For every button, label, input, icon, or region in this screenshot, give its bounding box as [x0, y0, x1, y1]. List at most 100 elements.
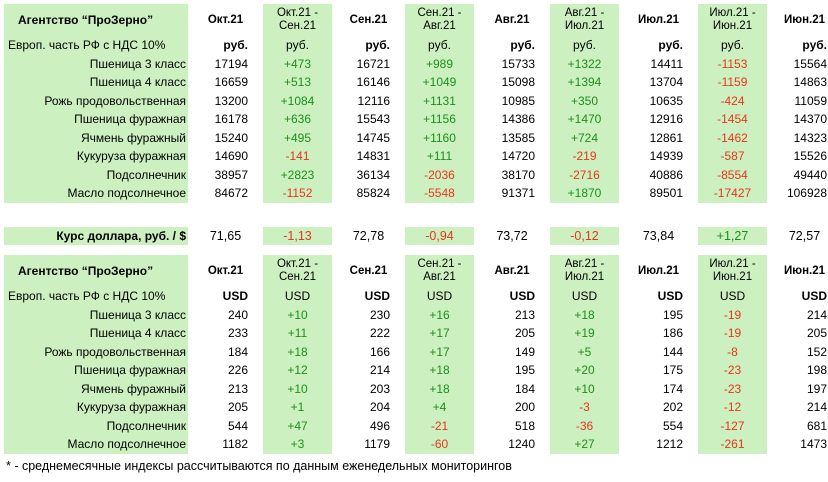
value-cell: 184 — [227, 344, 248, 359]
rate-value-cell: 73,72 — [496, 229, 528, 243]
column-header-line: Окт.21 — [207, 13, 244, 26]
change-cell: +2823 — [263, 165, 332, 184]
change-cell: -1159 — [698, 73, 767, 92]
column-header: Июн.21 — [780, 4, 828, 36]
rate-change-cell: -0,94 — [405, 227, 474, 245]
column-gap — [537, 73, 550, 92]
value-cell: 40886 — [649, 167, 683, 182]
column-gap — [392, 227, 405, 245]
column-gap — [474, 227, 487, 245]
column-gap — [474, 165, 487, 184]
change-cell: +1 — [263, 398, 332, 417]
value-cell: 38957 — [214, 167, 248, 182]
column-header: Сен.21 — [345, 4, 392, 36]
column-gap — [619, 416, 632, 435]
column-gap — [250, 287, 263, 306]
row-label: Кукуруза фуражная — [4, 147, 188, 166]
column-gap — [537, 305, 550, 324]
column-gap — [474, 435, 487, 454]
column-gap — [392, 379, 405, 398]
change-cell: -36 — [550, 416, 619, 435]
column-gap — [188, 305, 201, 324]
column-gap — [685, 435, 698, 454]
column-gap — [685, 379, 698, 398]
column-header-line: Авг.21 — [494, 13, 530, 26]
column-header: Июл.21 - Июн.21 — [698, 4, 767, 36]
column-gap — [250, 324, 263, 343]
column-gap — [767, 398, 780, 417]
unit-label: USD — [222, 289, 248, 304]
column-gap — [619, 361, 632, 380]
column-gap — [474, 305, 487, 324]
column-gap — [619, 379, 632, 398]
column-gap — [188, 361, 201, 380]
column-gap — [537, 91, 550, 110]
value-cell: 214 — [369, 363, 390, 378]
change-cell: -8 — [698, 342, 767, 361]
column-gap — [332, 147, 345, 166]
rate-value-cell: 72,57 — [788, 229, 821, 243]
change-cell: +10 — [263, 379, 332, 398]
value-cell: 204 — [369, 400, 390, 415]
column-gap — [685, 73, 698, 92]
column-header: Июл.21 — [632, 4, 685, 36]
value-cell: 214 — [806, 307, 827, 322]
column-gap — [619, 147, 632, 166]
column-gap — [537, 184, 550, 203]
column-header: Сен.21 — [345, 255, 392, 287]
rate-value-cell: 73,84 — [642, 229, 675, 243]
column-gap — [767, 165, 780, 184]
footnote: * - среднемесячные индексы рассчитываютс… — [6, 459, 512, 473]
change-cell: -587 — [698, 147, 767, 166]
change-cell: +20 — [550, 361, 619, 380]
column-gap — [685, 255, 698, 287]
column-gap — [685, 128, 698, 147]
column-gap — [767, 36, 780, 55]
value-cell: 233 — [227, 326, 248, 341]
column-header-line: Июл.21 - — [709, 7, 756, 19]
unit-label: руб. — [698, 36, 767, 55]
change-cell: +1156 — [405, 110, 474, 129]
column-gap — [537, 416, 550, 435]
row-label: Кукуруза фуражная — [4, 398, 188, 417]
column-gap — [537, 361, 550, 380]
column-gap — [767, 4, 780, 36]
value-cell: 205 — [806, 326, 827, 341]
column-gap — [474, 342, 487, 361]
column-gap — [537, 398, 550, 417]
value-cell: 214 — [806, 400, 827, 415]
change-cell: -219 — [550, 147, 619, 166]
change-cell: -60 — [405, 435, 474, 454]
column-header: Июл.21 - Июн.21 — [698, 255, 767, 287]
change-cell: +473 — [263, 54, 332, 73]
row-label: Пшеница 3 класс — [4, 305, 188, 324]
change-cell: +989 — [405, 54, 474, 73]
rate-value-cell: 71,65 — [209, 229, 242, 243]
column-gap — [619, 165, 632, 184]
column-gap — [250, 184, 263, 203]
column-gap — [685, 305, 698, 324]
column-gap — [188, 184, 201, 203]
column-gap — [537, 379, 550, 398]
change-cell: -2716 — [550, 165, 619, 184]
change-cell: +5 — [550, 342, 619, 361]
column-gap — [250, 36, 263, 55]
value-cell: 12916 — [649, 112, 683, 127]
column-gap — [537, 147, 550, 166]
unit-label: руб. — [802, 38, 827, 53]
column-header-line: Сен.21 — [278, 20, 317, 32]
column-gap — [685, 287, 698, 306]
column-header-line: Июл.21 — [564, 20, 605, 32]
value-cell: 14386 — [501, 112, 535, 127]
column-header-line: Окт.21 - — [276, 258, 319, 270]
column-gap — [474, 255, 487, 287]
dollar-rate-row: Курс доллара, руб. / $ 71,65 -1,13 72,78 -0,… — [4, 227, 828, 245]
value-cell: 16659 — [214, 75, 248, 90]
column-gap — [685, 165, 698, 184]
change-cell: +18 — [405, 361, 474, 380]
column-gap — [767, 435, 780, 454]
column-gap — [619, 227, 632, 245]
change-cell: +18 — [263, 342, 332, 361]
column-gap — [332, 4, 345, 36]
column-gap — [392, 287, 405, 306]
